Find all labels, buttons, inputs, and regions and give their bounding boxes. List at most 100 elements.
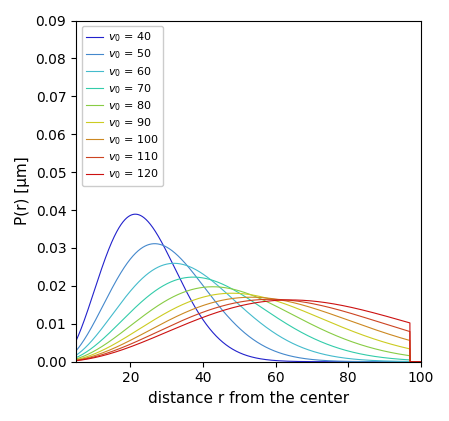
$v_0$ = 60: [172, 261, 177, 266]
Line: $v_0$ = 100: $v_0$ = 100: [76, 297, 421, 362]
$v_0$ = 60: [139, 276, 145, 281]
$v_0$ = 70: [236, 290, 241, 295]
$v_0$ = 90: [407, 359, 413, 364]
$v_0$ = 100: [236, 295, 241, 300]
Line: $v_0$ = 50: $v_0$ = 50: [76, 244, 421, 362]
$v_0$ = 50: [143, 243, 149, 248]
$v_0$ = 70: [418, 359, 423, 364]
$v_0$ = 50: [245, 333, 251, 338]
$v_0$ = 100: [355, 321, 361, 326]
$v_0$ = 110: [407, 359, 413, 364]
$v_0$ = 100: [139, 332, 145, 337]
$v_0$ = 90: [143, 322, 149, 328]
$v_0$ = 70: [143, 296, 149, 301]
$v_0$ = 60: [309, 349, 315, 354]
$v_0$ = 70: [191, 274, 196, 280]
Line: $v_0$ = 110: $v_0$ = 110: [76, 299, 421, 362]
$v_0$ = 90: [245, 292, 251, 297]
$v_0$ = 70: [355, 351, 361, 356]
$v_0$ = 120: [73, 358, 79, 363]
$v_0$ = 120: [418, 359, 423, 364]
$v_0$ = 60: [143, 273, 149, 278]
$v_0$ = 120: [143, 338, 149, 344]
$v_0$ = 100: [245, 295, 251, 300]
$v_0$ = 120: [236, 304, 241, 309]
$v_0$ = 90: [355, 331, 361, 336]
Line: $v_0$ = 40: $v_0$ = 40: [76, 214, 421, 362]
$v_0$ = 110: [268, 297, 273, 302]
$v_0$ = 70: [73, 355, 79, 360]
$v_0$ = 100: [309, 305, 315, 310]
$v_0$ = 80: [73, 357, 79, 362]
$v_0$ = 40: [236, 349, 241, 354]
$v_0$ = 70: [407, 359, 413, 364]
$v_0$ = 110: [245, 298, 251, 303]
$v_0$ = 90: [229, 290, 235, 296]
$v_0$ = 120: [309, 298, 315, 304]
$v_0$ = 50: [309, 357, 315, 362]
$v_0$ = 60: [73, 353, 79, 358]
$v_0$ = 70: [309, 335, 315, 340]
$v_0$ = 90: [309, 312, 315, 317]
$v_0$ = 80: [355, 341, 361, 346]
$v_0$ = 80: [139, 314, 145, 320]
Line: $v_0$ = 80: $v_0$ = 80: [76, 287, 421, 362]
$v_0$ = 50: [355, 359, 361, 364]
$v_0$ = 100: [143, 330, 149, 335]
$v_0$ = 80: [245, 291, 251, 296]
X-axis label: distance r from the center: distance r from the center: [148, 391, 349, 406]
$v_0$ = 80: [418, 359, 423, 364]
$v_0$ = 110: [418, 359, 423, 364]
Legend: $v_0$ = 40, $v_0$ = 50, $v_0$ = 60, $v_0$ = 70, $v_0$ = 80, $v_0$ = 90, $v_0$ = : $v_0$ = 40, $v_0$ = 50, $v_0$ = 60, $v_0…: [82, 26, 163, 186]
$v_0$ = 60: [418, 359, 423, 364]
$v_0$ = 100: [418, 359, 423, 364]
$v_0$ = 80: [210, 284, 216, 289]
$v_0$ = 40: [143, 217, 149, 222]
$v_0$ = 90: [236, 291, 241, 296]
$v_0$ = 60: [355, 357, 361, 362]
$v_0$ = 40: [418, 359, 423, 364]
$v_0$ = 120: [287, 297, 293, 302]
$v_0$ = 70: [245, 296, 251, 301]
$v_0$ = 60: [245, 310, 251, 315]
$v_0$ = 50: [139, 245, 145, 250]
$v_0$ = 120: [139, 340, 145, 345]
$v_0$ = 110: [139, 336, 145, 341]
$v_0$ = 50: [407, 359, 413, 364]
$v_0$ = 100: [249, 295, 254, 300]
$v_0$ = 40: [132, 212, 138, 217]
$v_0$ = 90: [139, 325, 145, 330]
$v_0$ = 40: [73, 338, 79, 344]
$v_0$ = 50: [152, 241, 157, 246]
$v_0$ = 110: [309, 301, 315, 306]
$v_0$ = 110: [355, 313, 361, 318]
$v_0$ = 40: [245, 353, 251, 358]
$v_0$ = 110: [143, 335, 149, 340]
$v_0$ = 110: [73, 358, 79, 363]
$v_0$ = 80: [407, 359, 413, 364]
$v_0$ = 40: [139, 214, 145, 219]
$v_0$ = 120: [355, 306, 361, 312]
$v_0$ = 80: [143, 312, 149, 317]
Line: $v_0$ = 60: $v_0$ = 60: [76, 263, 421, 362]
$v_0$ = 90: [418, 359, 423, 364]
$v_0$ = 100: [73, 358, 79, 363]
Y-axis label: P(r) [μm]: P(r) [μm]: [15, 157, 30, 226]
$v_0$ = 40: [407, 359, 413, 364]
$v_0$ = 50: [236, 325, 241, 330]
$v_0$ = 70: [139, 299, 145, 304]
$v_0$ = 60: [236, 301, 241, 306]
$v_0$ = 110: [236, 300, 241, 305]
$v_0$ = 60: [407, 359, 413, 364]
$v_0$ = 120: [407, 359, 413, 364]
Line: $v_0$ = 120: $v_0$ = 120: [76, 300, 421, 362]
Line: $v_0$ = 90: $v_0$ = 90: [76, 293, 421, 362]
$v_0$ = 40: [355, 359, 361, 364]
$v_0$ = 90: [73, 357, 79, 362]
$v_0$ = 80: [236, 288, 241, 293]
$v_0$ = 50: [73, 348, 79, 353]
Line: $v_0$ = 70: $v_0$ = 70: [76, 277, 421, 362]
$v_0$ = 100: [407, 359, 413, 364]
$v_0$ = 40: [309, 359, 315, 364]
$v_0$ = 50: [418, 359, 423, 364]
